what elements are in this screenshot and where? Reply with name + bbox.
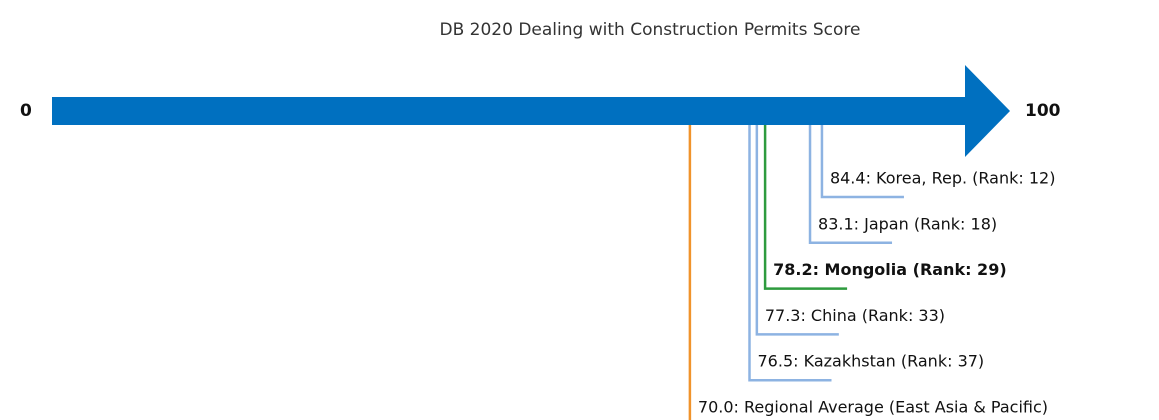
marker-label: 83.1: Japan (Rank: 18) (818, 214, 997, 233)
marker-label: 78.2: Mongolia (Rank: 29) (773, 260, 1007, 279)
scale-arrow (52, 65, 1010, 157)
scale-end-label: 0 (20, 101, 32, 121)
marker-line (755, 125, 839, 336)
marker-label: 84.4: Korea, Rep. (Rank: 12) (830, 169, 1056, 188)
marker-line (688, 125, 692, 420)
marker-label: 76.5: Kazakhstan (Rank: 37) (758, 352, 985, 371)
chart-title: DB 2020 Dealing with Construction Permit… (440, 20, 861, 40)
scale-end-label: 100 (1025, 101, 1061, 121)
marker-line (808, 125, 893, 245)
marker-line (748, 125, 832, 382)
marker-line (820, 125, 904, 199)
marker-label: 70.0: Regional Average (East Asia & Paci… (698, 398, 1048, 417)
marker-line (763, 125, 848, 290)
marker-label: 77.3: China (Rank: 33) (765, 306, 945, 325)
